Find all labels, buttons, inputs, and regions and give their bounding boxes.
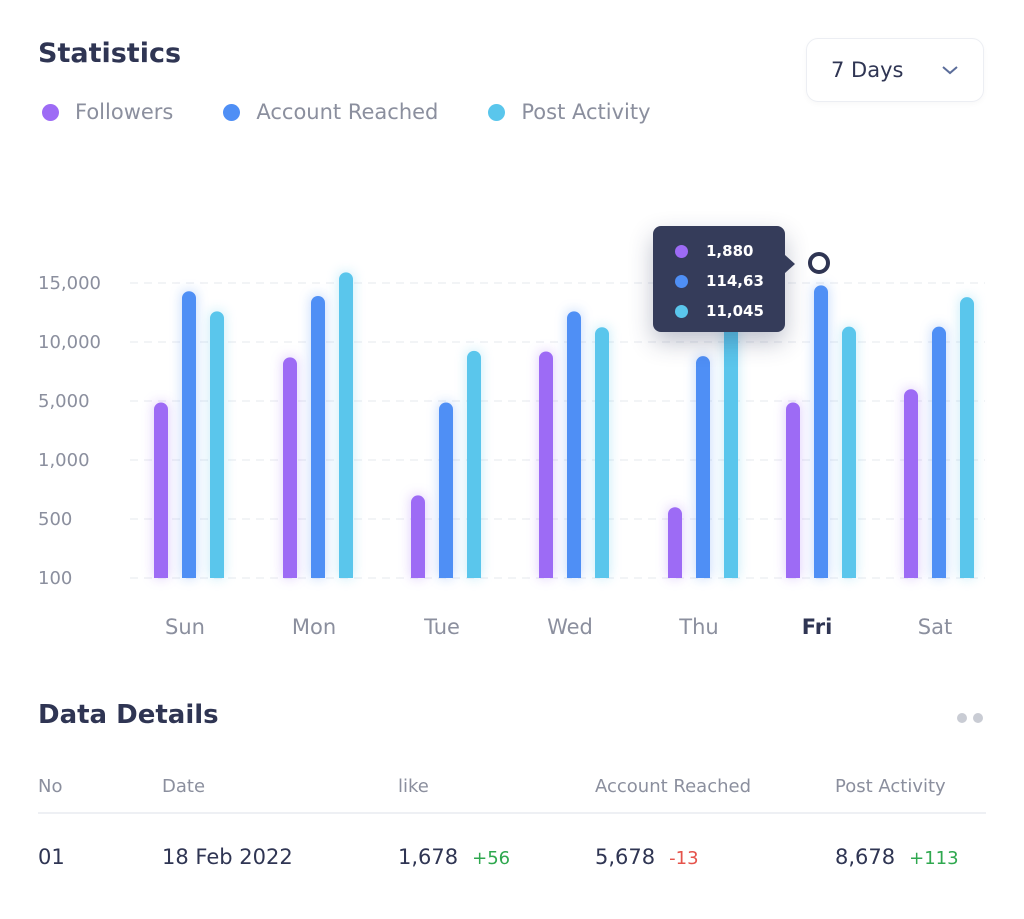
y-tick-label: 5,000: [38, 391, 90, 412]
legend-label: Post Activity: [521, 100, 651, 124]
bar-post-activity: [210, 311, 224, 578]
chevron-down-icon: [942, 66, 958, 75]
bar-followers: [539, 351, 553, 578]
col-post-activity: Post Activity: [835, 776, 946, 797]
y-tick-label: 100: [38, 568, 72, 589]
cell-activity: 8,678 +113: [835, 845, 959, 869]
tooltip-account-reached: 114,63: [706, 272, 764, 290]
tooltip-followers: 1,880: [706, 242, 754, 260]
bar-account-reached: [182, 291, 196, 578]
post-activity-dot-icon: [675, 304, 688, 318]
x-tick-label: Thu: [678, 615, 718, 639]
bar-post-activity: [339, 272, 353, 578]
bar-account-reached: [696, 356, 710, 578]
activity-change: +113: [909, 848, 959, 869]
col-date: Date: [162, 776, 206, 797]
followers-dot-icon: [42, 103, 59, 121]
legend-label: Followers: [75, 100, 174, 124]
bar-post-activity: [960, 297, 974, 578]
divider: [38, 812, 986, 814]
cell-date: 18 Feb 2022: [162, 845, 293, 869]
bar-account-reached: [814, 285, 828, 578]
bar-followers: [904, 389, 919, 578]
bar-post-activity: [467, 350, 481, 578]
reached-change: -13: [669, 848, 699, 869]
tooltip-post-activity: 11,045: [706, 302, 764, 320]
account-reached-dot-icon: [223, 103, 241, 121]
bar-account-reached: [567, 311, 581, 578]
x-tick-label: Wed: [547, 615, 593, 639]
bar-followers: [411, 495, 425, 578]
y-tick-label: 500: [38, 509, 72, 530]
reached-value: 5,678: [595, 845, 656, 869]
bar-account-reached: [311, 295, 325, 578]
legend-followers[interactable]: Followers: [42, 100, 173, 124]
x-tick-label: Sat: [918, 615, 952, 639]
bar-chart: 100 500 1,000 5,000 10,000 15,000 Sun Mon Tue Wed…: [38, 252, 985, 639]
y-tick-label: 15,000: [38, 273, 101, 294]
like-change: +56: [472, 848, 511, 869]
bar-post-activity: [595, 327, 609, 578]
bar-post-activity: [842, 326, 857, 578]
col-no: No: [38, 776, 63, 797]
x-tick-label: Mon: [292, 615, 336, 639]
bar-post-activity: [724, 321, 738, 578]
hover-marker-icon: [808, 252, 830, 274]
cell-like: 1,678 +56: [398, 845, 510, 869]
col-account-reached: Account Reached: [595, 776, 752, 797]
legend-post-activity[interactable]: Post Activity: [488, 100, 651, 124]
cell-reached: 5,678 -13: [595, 845, 699, 869]
legend-account-reached[interactable]: Account Reached: [223, 100, 438, 124]
like-value: 1,678: [398, 845, 459, 869]
chart-legend: Followers Account Reached Post Activity: [42, 100, 651, 124]
col-like: like: [398, 776, 429, 797]
chart-tooltip: 1,880 114,63 11,045: [653, 226, 795, 332]
bar-followers: [283, 357, 297, 578]
cell-no: 01: [38, 845, 65, 869]
bar-followers: [786, 402, 800, 578]
activity-value: 8,678: [835, 845, 896, 869]
post-activity-dot-icon: [488, 103, 506, 121]
range-dropdown[interactable]: 7 Days: [806, 38, 984, 102]
bar-followers: [154, 402, 169, 578]
x-tick-label: Fri: [802, 615, 833, 639]
more-options-icon[interactable]: [957, 713, 983, 723]
y-tick-label: 1,000: [38, 450, 90, 471]
bar-account-reached: [439, 402, 453, 578]
bar-followers: [668, 507, 682, 578]
legend-label: Account Reached: [256, 100, 439, 124]
y-tick-label: 10,000: [38, 332, 101, 353]
x-tick-label: Sun: [165, 615, 205, 639]
page-title: Statistics: [38, 38, 182, 69]
x-tick-label: Tue: [423, 615, 460, 639]
range-selected: 7 Days: [831, 58, 904, 82]
bar-account-reached: [932, 326, 946, 578]
account-reached-dot-icon: [675, 274, 688, 288]
data-details-title: Data Details: [38, 700, 219, 730]
followers-dot-icon: [675, 244, 688, 258]
